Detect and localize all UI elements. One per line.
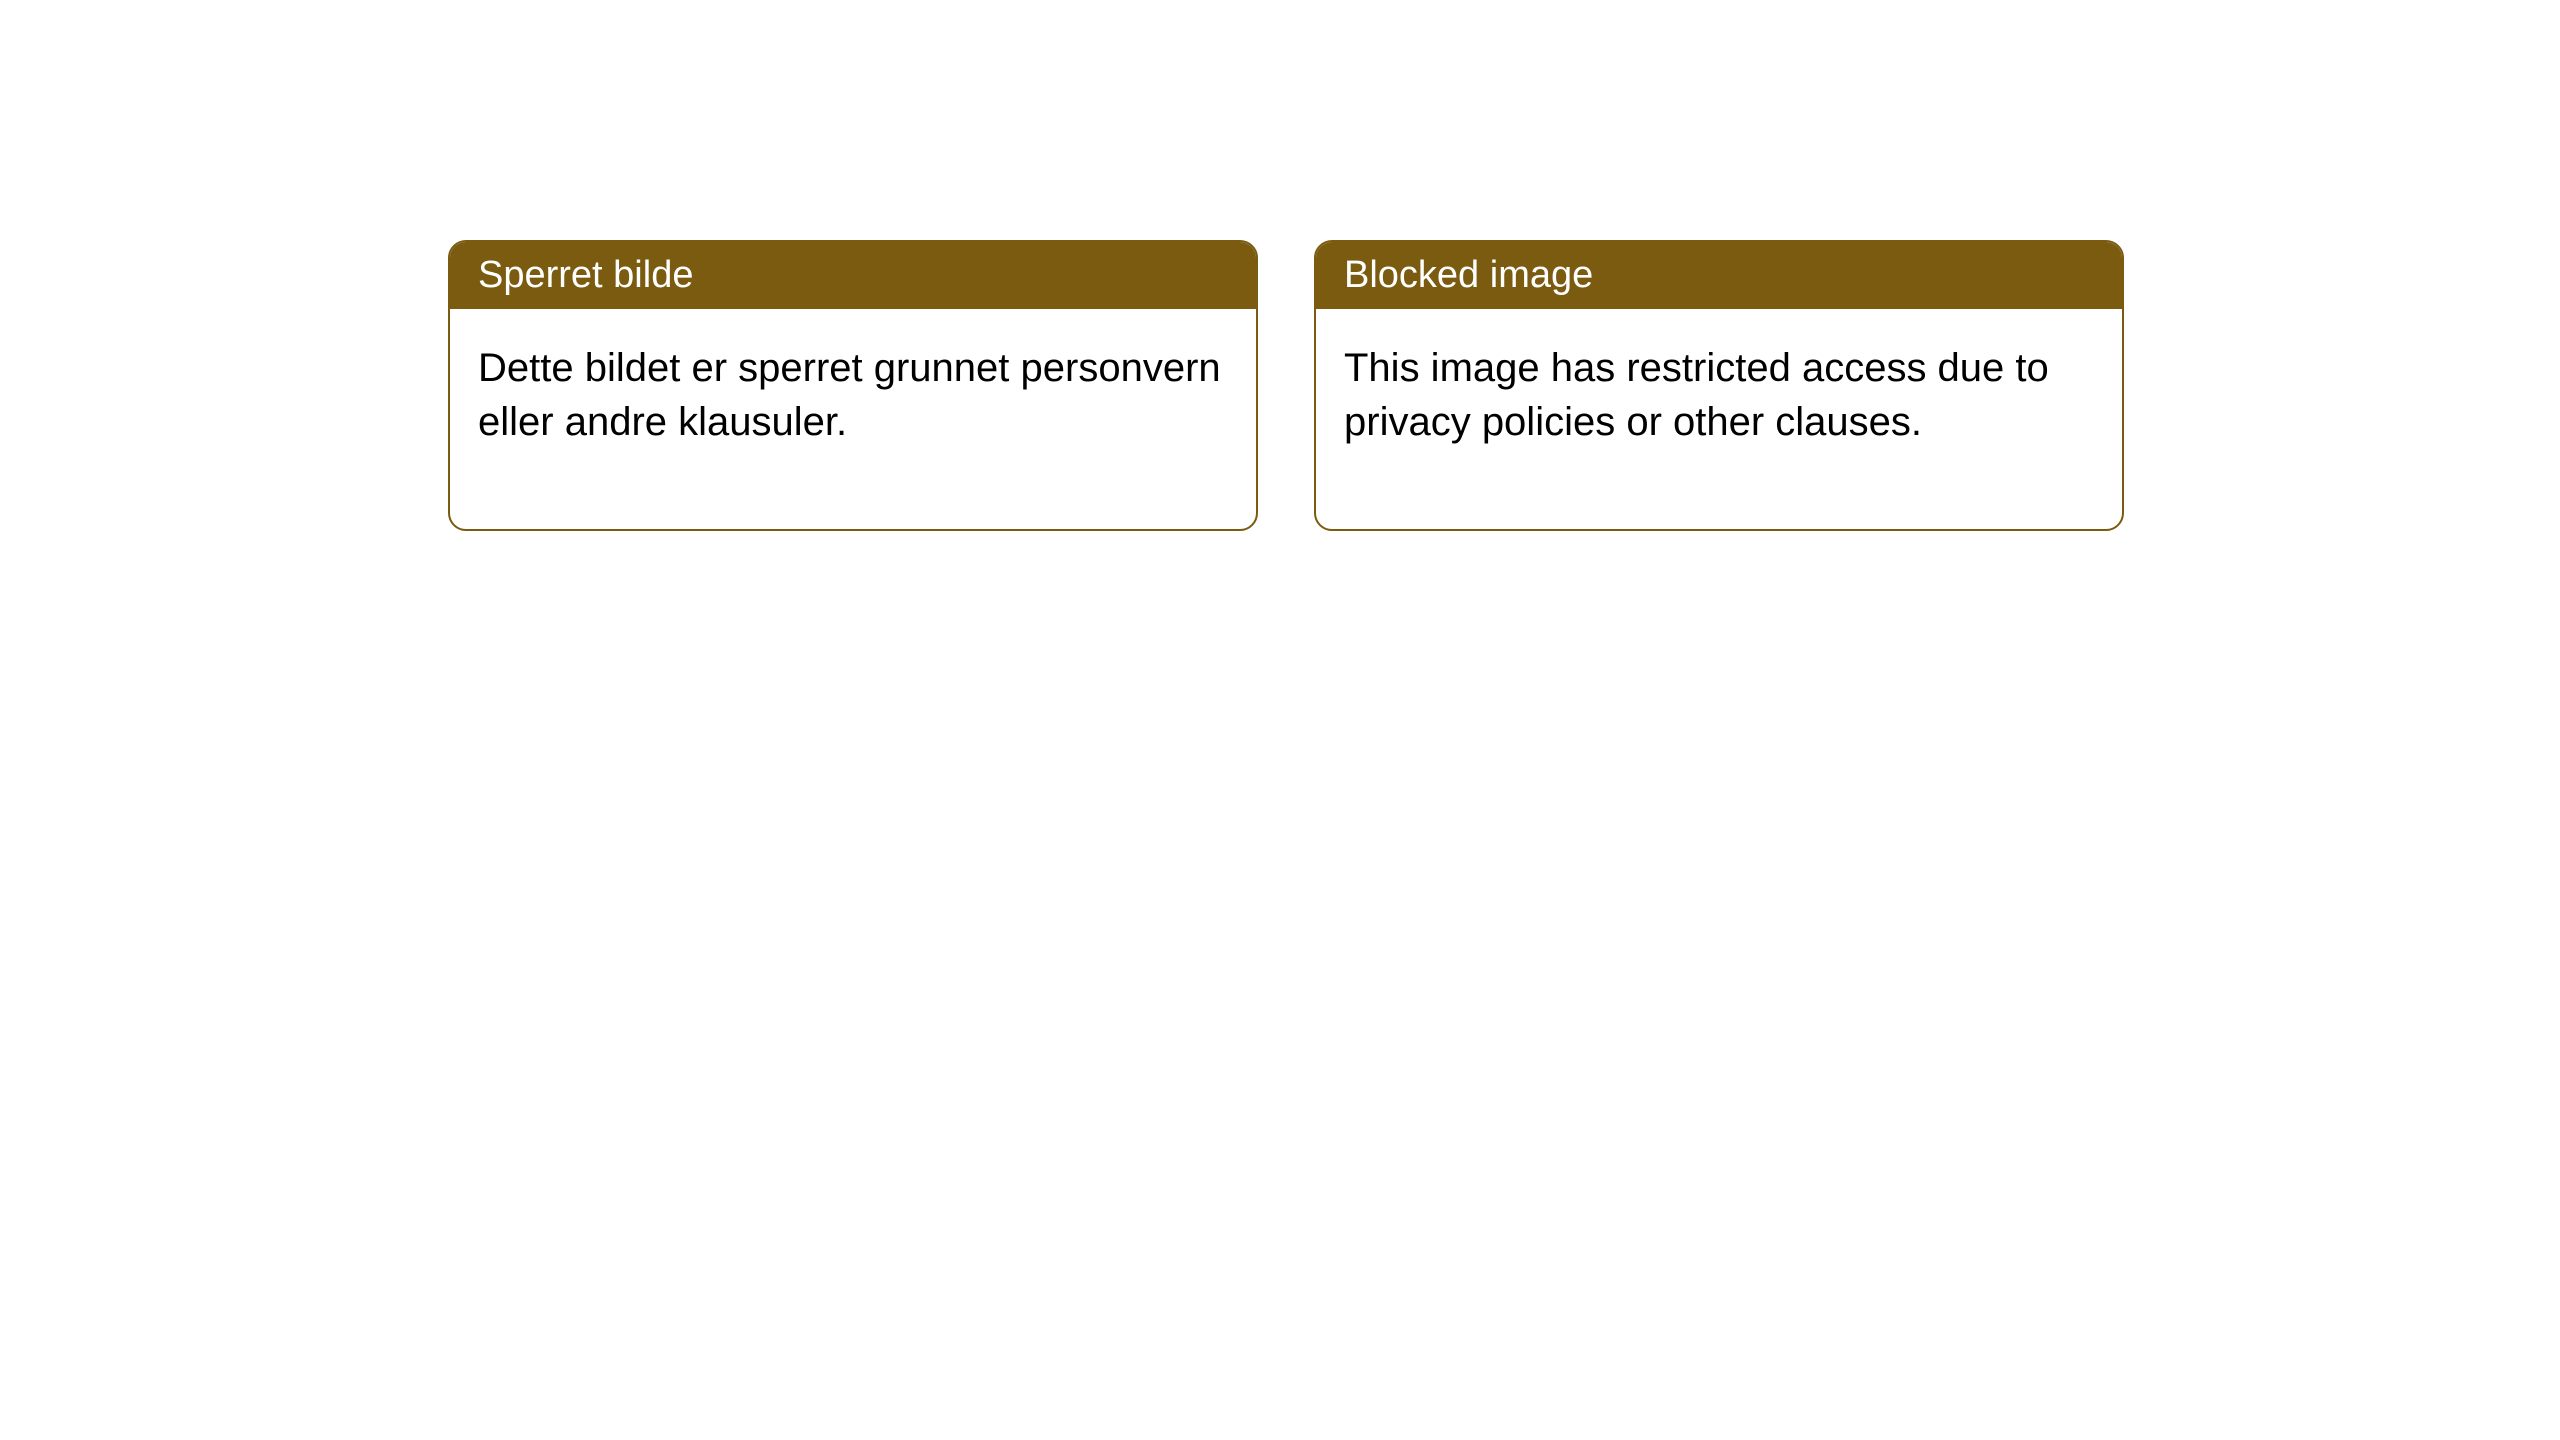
card-body-text: This image has restricted access due to … xyxy=(1344,346,2049,444)
notice-cards-container: Sperret bilde Dette bildet er sperret gr… xyxy=(448,240,2124,531)
card-header: Blocked image xyxy=(1316,242,2122,309)
notice-card-english: Blocked image This image has restricted … xyxy=(1314,240,2124,531)
card-header: Sperret bilde xyxy=(450,242,1256,309)
card-body: Dette bildet er sperret grunnet personve… xyxy=(450,309,1256,529)
card-body-text: Dette bildet er sperret grunnet personve… xyxy=(478,346,1221,444)
card-title: Blocked image xyxy=(1344,254,1593,296)
card-title: Sperret bilde xyxy=(478,254,693,296)
card-body: This image has restricted access due to … xyxy=(1316,309,2122,529)
notice-card-norwegian: Sperret bilde Dette bildet er sperret gr… xyxy=(448,240,1258,531)
